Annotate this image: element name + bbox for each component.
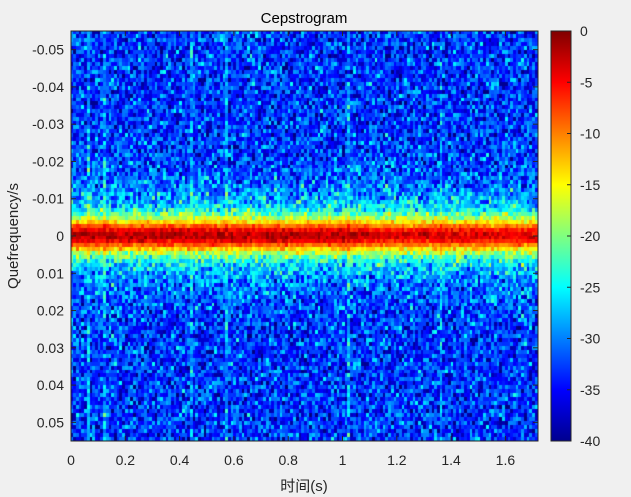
x-tick-label: 1.6 bbox=[496, 452, 516, 468]
heatmap-raster bbox=[71, 31, 538, 441]
x-tick-label: 1.2 bbox=[387, 452, 407, 468]
y-tick-label: 0.01 bbox=[37, 265, 64, 281]
colorbar-ticks: 0 -5 -10 -15 -20 -25 -30 -35 -40 bbox=[567, 23, 600, 449]
x-tick-label: 0.4 bbox=[170, 452, 190, 468]
x-tick-label: 0.8 bbox=[278, 452, 298, 468]
x-axis: 0 0.2 0.4 0.6 0.8 1 1.2 1.4 1.6 bbox=[67, 31, 515, 468]
colorbar-tick-label: -30 bbox=[580, 331, 600, 347]
colorbar-tick-label: -20 bbox=[580, 228, 600, 244]
x-tick-label: 1 bbox=[339, 452, 347, 468]
chart-title: Cepstrogram bbox=[261, 10, 348, 27]
y-tick-label: -0.02 bbox=[32, 153, 64, 169]
x-axis-label: 时间(s) bbox=[280, 478, 328, 495]
colorbar-tick-label: -35 bbox=[580, 382, 600, 398]
plot-area bbox=[70, 30, 539, 442]
y-tick-label: 0 bbox=[56, 228, 64, 244]
x-tick-label: 0 bbox=[67, 452, 75, 468]
y-tick-label: -0.05 bbox=[32, 42, 64, 58]
colorbar: 0 -5 -10 -15 -20 -25 -30 -35 -40 bbox=[550, 23, 600, 449]
y-tick-label: 0.05 bbox=[37, 414, 64, 430]
colorbar-tick-label: -25 bbox=[580, 279, 600, 295]
y-tick-label: -0.01 bbox=[32, 191, 64, 207]
colorbar-tick-label: 0 bbox=[580, 23, 588, 39]
y-tick-label: -0.03 bbox=[32, 116, 64, 132]
y-tick-label: -0.04 bbox=[32, 79, 64, 95]
x-tick-label: 0.2 bbox=[116, 452, 136, 468]
y-axis-label: Quefrequency/s bbox=[5, 183, 22, 289]
colorbar-tick-label: -5 bbox=[580, 74, 593, 90]
colorbar-tick-label: -10 bbox=[580, 126, 600, 142]
colorbar-tick-label: -40 bbox=[580, 433, 600, 449]
x-tick-label: 0.6 bbox=[224, 452, 244, 468]
y-tick-label: 0.04 bbox=[37, 377, 64, 393]
y-tick-label: 0.02 bbox=[37, 303, 64, 319]
colorbar-tick-label: -15 bbox=[580, 177, 600, 193]
x-tick-label: 1.4 bbox=[441, 452, 461, 468]
y-axis: -0.05 -0.04 -0.03 -0.02 -0.01 0 0.01 0.02 0.03 0.… bbox=[32, 42, 538, 430]
y-tick-label: 0.03 bbox=[37, 340, 64, 356]
